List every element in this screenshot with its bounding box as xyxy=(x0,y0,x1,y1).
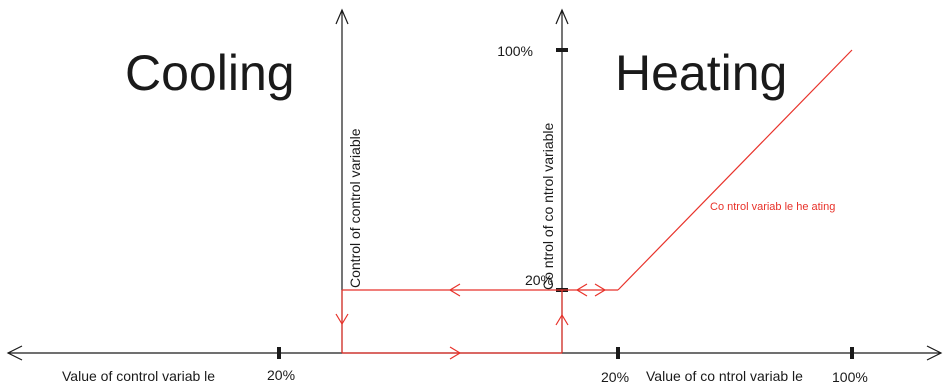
y-tick-100-label: 100% xyxy=(497,43,533,59)
x-tick-left-20-label: 20% xyxy=(267,367,295,383)
y-tick-20-label: 20% xyxy=(525,272,553,288)
y-axis-right-label: Co ntrol of co ntrol variable xyxy=(540,122,556,290)
arrow-up-right-icon xyxy=(555,313,569,326)
heating-ramp-line xyxy=(617,49,853,291)
x-axis-right-arrow-icon xyxy=(926,345,943,361)
arrow-down-left-icon xyxy=(335,313,349,326)
heating-curve-label: Co ntrol variab le he ating xyxy=(710,201,835,213)
control-curve xyxy=(335,49,853,360)
cooling-title: Cooling xyxy=(125,45,295,101)
x-axis-left-arrow-icon xyxy=(6,345,23,361)
x-axis-right-label: Value of co ntrol variab le xyxy=(646,368,803,383)
y-axis-left-arrow-icon xyxy=(335,8,349,25)
x-axis-left-label: Value of control variab le xyxy=(62,368,215,383)
y-axis-left-label: Control of control variable xyxy=(347,128,363,288)
heating-title: Heating xyxy=(615,45,787,101)
x-tick-right-20-label: 20% xyxy=(601,369,629,383)
arrow-right-lower-icon xyxy=(449,346,462,360)
arrow-right-small-icon xyxy=(594,283,607,297)
arrow-left-upper-icon xyxy=(448,283,461,297)
y-axis-right-arrow-icon xyxy=(555,8,569,25)
arrow-left-small-icon xyxy=(575,283,588,297)
x-tick-right-100-label: 100% xyxy=(832,369,868,383)
